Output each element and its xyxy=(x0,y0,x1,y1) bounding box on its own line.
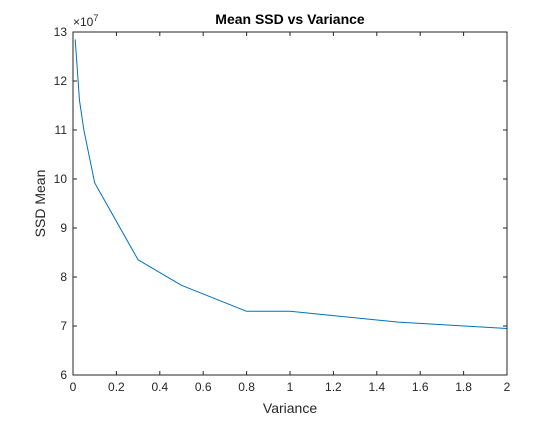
plot-frame xyxy=(72,31,508,376)
y-tick-label-3: 9 xyxy=(60,221,67,235)
x-tick-label-5: 1 xyxy=(287,380,294,394)
y-axis-label: SSD Mean xyxy=(32,170,48,238)
y-tick-label-1: 7 xyxy=(60,319,67,333)
y-tick-label-6: 12 xyxy=(54,74,68,88)
series-line-0 xyxy=(74,39,508,329)
x-tick-label-3: 0.6 xyxy=(195,380,212,394)
y-tick-label-4: 10 xyxy=(54,172,68,186)
plot-area xyxy=(73,32,507,375)
x-tick-label-1: 0.2 xyxy=(108,380,125,394)
y-tick-label-0: 6 xyxy=(60,368,67,382)
chart-title: Mean SSD vs Variance xyxy=(215,11,365,27)
x-tick-label-6: 1.2 xyxy=(325,380,342,394)
x-tick-label-2: 0.4 xyxy=(151,380,168,394)
tick-labels: 0 0.2 0.4 0.6 0.8 1 1.2 1.4 1.6 1.8 2 6 7 8 9 10 11 12 13 xyxy=(54,25,511,394)
y-multiplier-exponent: 7 xyxy=(93,13,98,23)
x-axis-label: Variance xyxy=(263,400,317,416)
y-tick-label-2: 8 xyxy=(60,270,67,284)
y-tick-label-7: 13 xyxy=(54,25,68,39)
y-multiplier-label: ×107 xyxy=(73,13,98,29)
y-tick-label-5: 11 xyxy=(55,123,68,137)
y-multiplier-base: ×10 xyxy=(73,15,94,29)
series xyxy=(74,39,508,329)
x-tick-label-0: 0 xyxy=(70,380,77,394)
x-tick-label-9: 1.8 xyxy=(455,380,472,394)
x-tick-label-4: 0.8 xyxy=(238,380,255,394)
x-tick-label-7: 1.4 xyxy=(368,380,385,394)
x-tick-label-8: 1.6 xyxy=(412,380,429,394)
x-tick-label-10: 2 xyxy=(504,380,511,394)
